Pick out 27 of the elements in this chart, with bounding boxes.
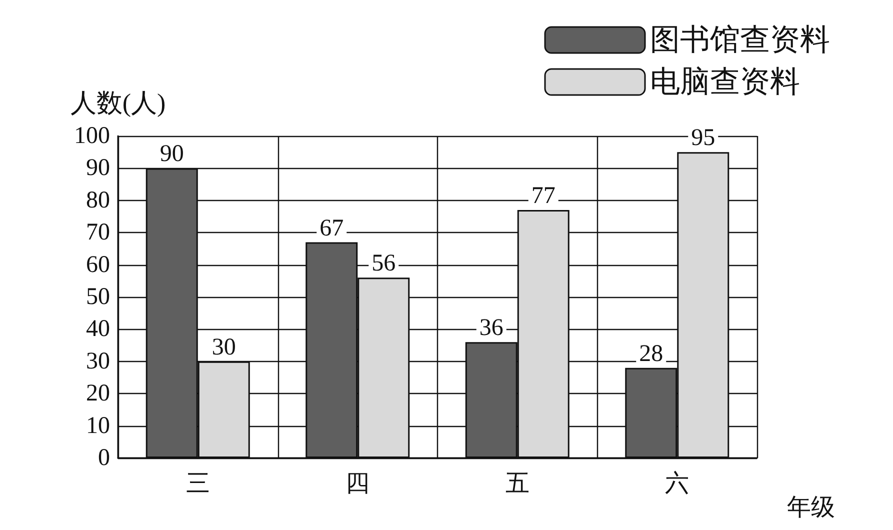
y-axis-title: 人数(人) [70,88,166,118]
y-tick-label: 0 [98,445,110,471]
y-tick-label: 90 [86,155,110,182]
x-tick-label: 五 [505,471,530,497]
y-tick-label: 100 [74,123,110,149]
y-tick-label: 70 [86,220,110,246]
legend-label: 图书馆查资料 [650,24,830,56]
y-tick-label: 40 [86,316,110,342]
legend-label: 电脑查资料 [650,66,800,98]
y-tick-label: 50 [86,284,110,310]
y-tick-label: 30 [86,348,110,374]
data-label: 30 [212,334,236,360]
y-tick-label: 80 [86,187,110,214]
x-tick-label: 四 [346,471,370,497]
x-tick-label: 六 [665,470,690,497]
data-label: 95 [691,125,716,152]
data-label: 67 [320,215,344,242]
x-tick-label: 三 [186,471,210,497]
data-label: 56 [372,250,396,277]
data-label: 36 [479,315,504,342]
y-tick-label: 10 [86,412,110,439]
data-label: 28 [639,340,664,367]
data-label: 77 [531,183,556,210]
y-tick-label: 20 [86,380,110,407]
y-tick-label: 60 [86,252,110,278]
x-axis-title: 年级 [787,495,835,521]
data-label: 90 [160,141,184,168]
